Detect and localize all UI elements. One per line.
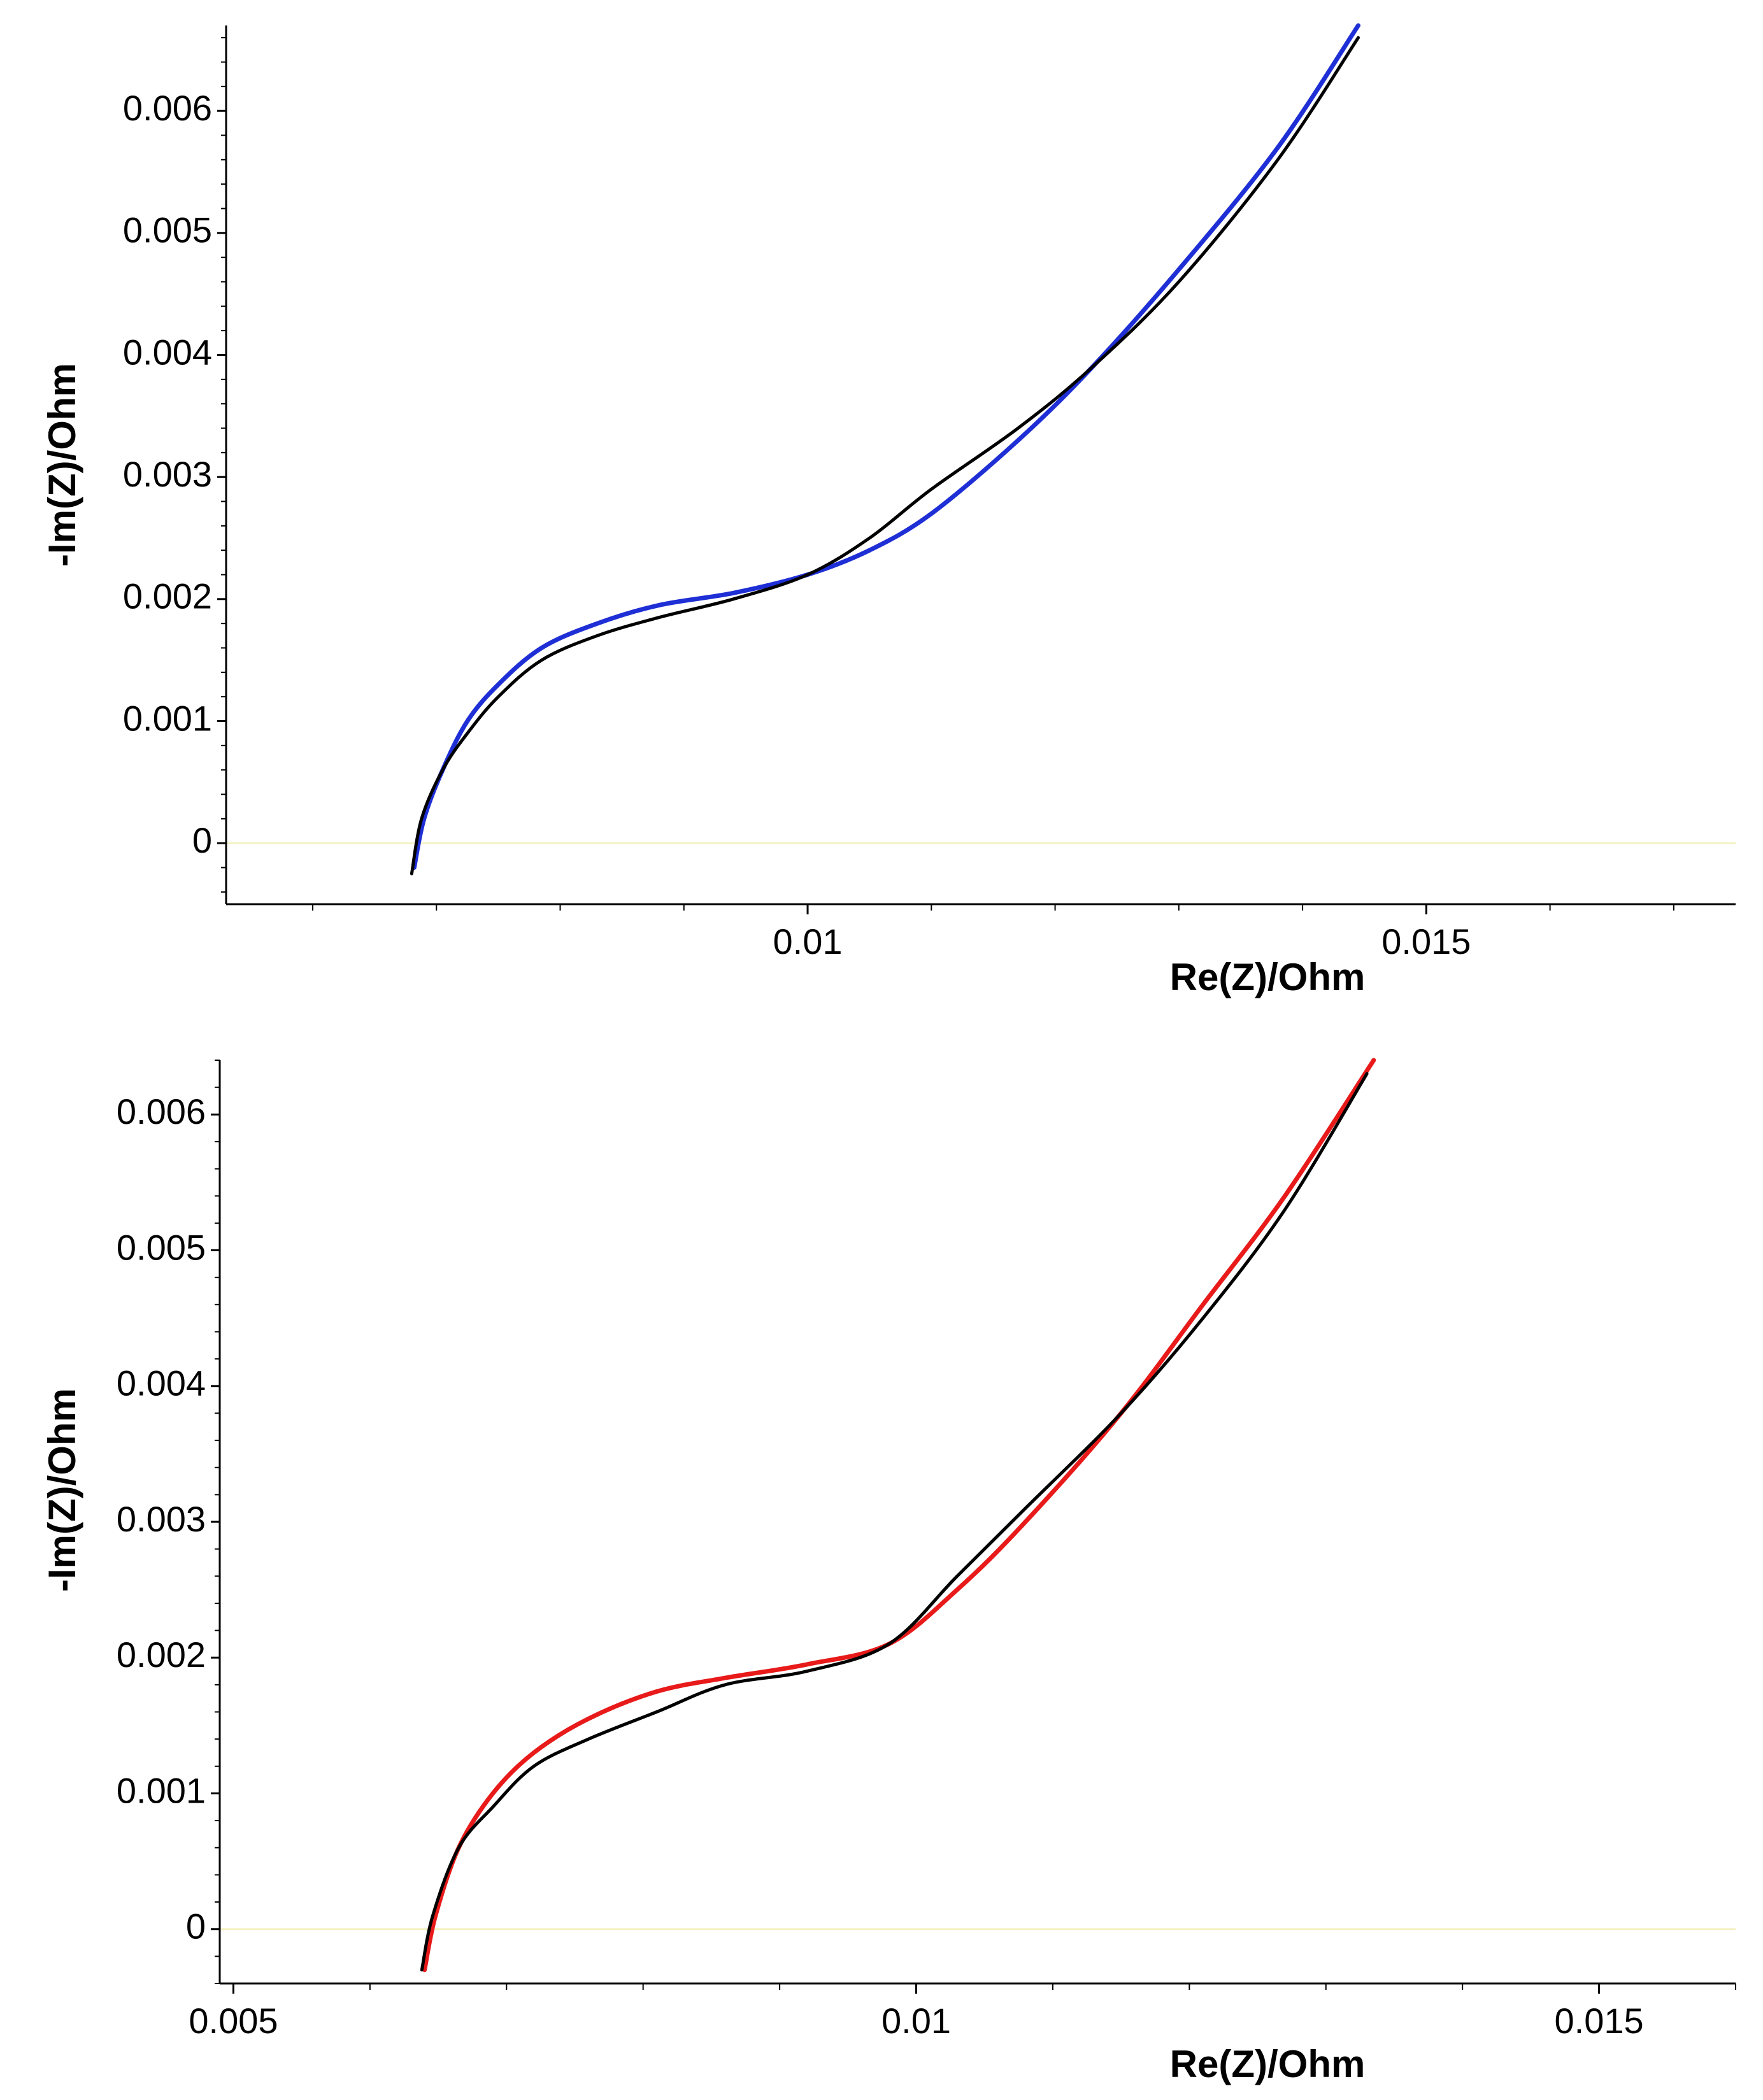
- x-axis-title: Re(Z)/Ohm: [1170, 956, 1366, 998]
- x-tick-label: 0.015: [1381, 921, 1471, 961]
- x-tick-marks: [311, 904, 1674, 914]
- series-line-measured: [420, 1072, 1369, 1972]
- y-tick-label: 0.001: [117, 1770, 206, 1810]
- x-tick-label: 0.005: [189, 2001, 278, 2041]
- nyquist-plot-bottom: 0 0.001 0.002 0.003 0.004 0.005 0.006 0.…: [41, 1058, 1736, 2085]
- nyquist-plot-top: 0 0.001 0.002 0.003 0.004 0.005 0.006 0.…: [41, 23, 1736, 998]
- series-line-fit: [422, 1058, 1376, 1973]
- y-tick-label: 0.004: [117, 1363, 206, 1403]
- series-line-measured: [410, 36, 1360, 876]
- x-axis-title: Re(Z)/Ohm: [1170, 2043, 1366, 2085]
- y-tick-label: 0.001: [123, 698, 212, 738]
- y-tick-marks: [211, 1060, 220, 1984]
- y-tick-label: 0.006: [123, 88, 212, 128]
- y-tick-label: 0: [186, 1906, 206, 1947]
- x-tick-marks: [232, 1983, 1736, 1994]
- y-tick-label: 0.006: [117, 1091, 206, 1132]
- x-tick-label: 0.01: [882, 2001, 951, 2041]
- y-axis-title: -Im(Z)/Ohm: [41, 363, 83, 567]
- y-tick-marks: [217, 37, 226, 893]
- y-tick-label: 0: [192, 820, 212, 860]
- y-tick-label: 0.002: [123, 576, 212, 616]
- x-tick-label: 0.01: [773, 921, 843, 961]
- y-axis-title: -Im(Z)/Ohm: [41, 1388, 83, 1592]
- y-tick-label: 0.003: [117, 1499, 206, 1539]
- y-tick-label: 0.003: [123, 454, 212, 494]
- y-tick-label: 0.005: [117, 1227, 206, 1267]
- y-tick-label: 0.004: [123, 332, 212, 372]
- x-tick-label: 0.015: [1555, 2001, 1644, 2041]
- y-tick-label: 0.002: [117, 1635, 206, 1675]
- y-tick-label: 0.005: [123, 210, 212, 250]
